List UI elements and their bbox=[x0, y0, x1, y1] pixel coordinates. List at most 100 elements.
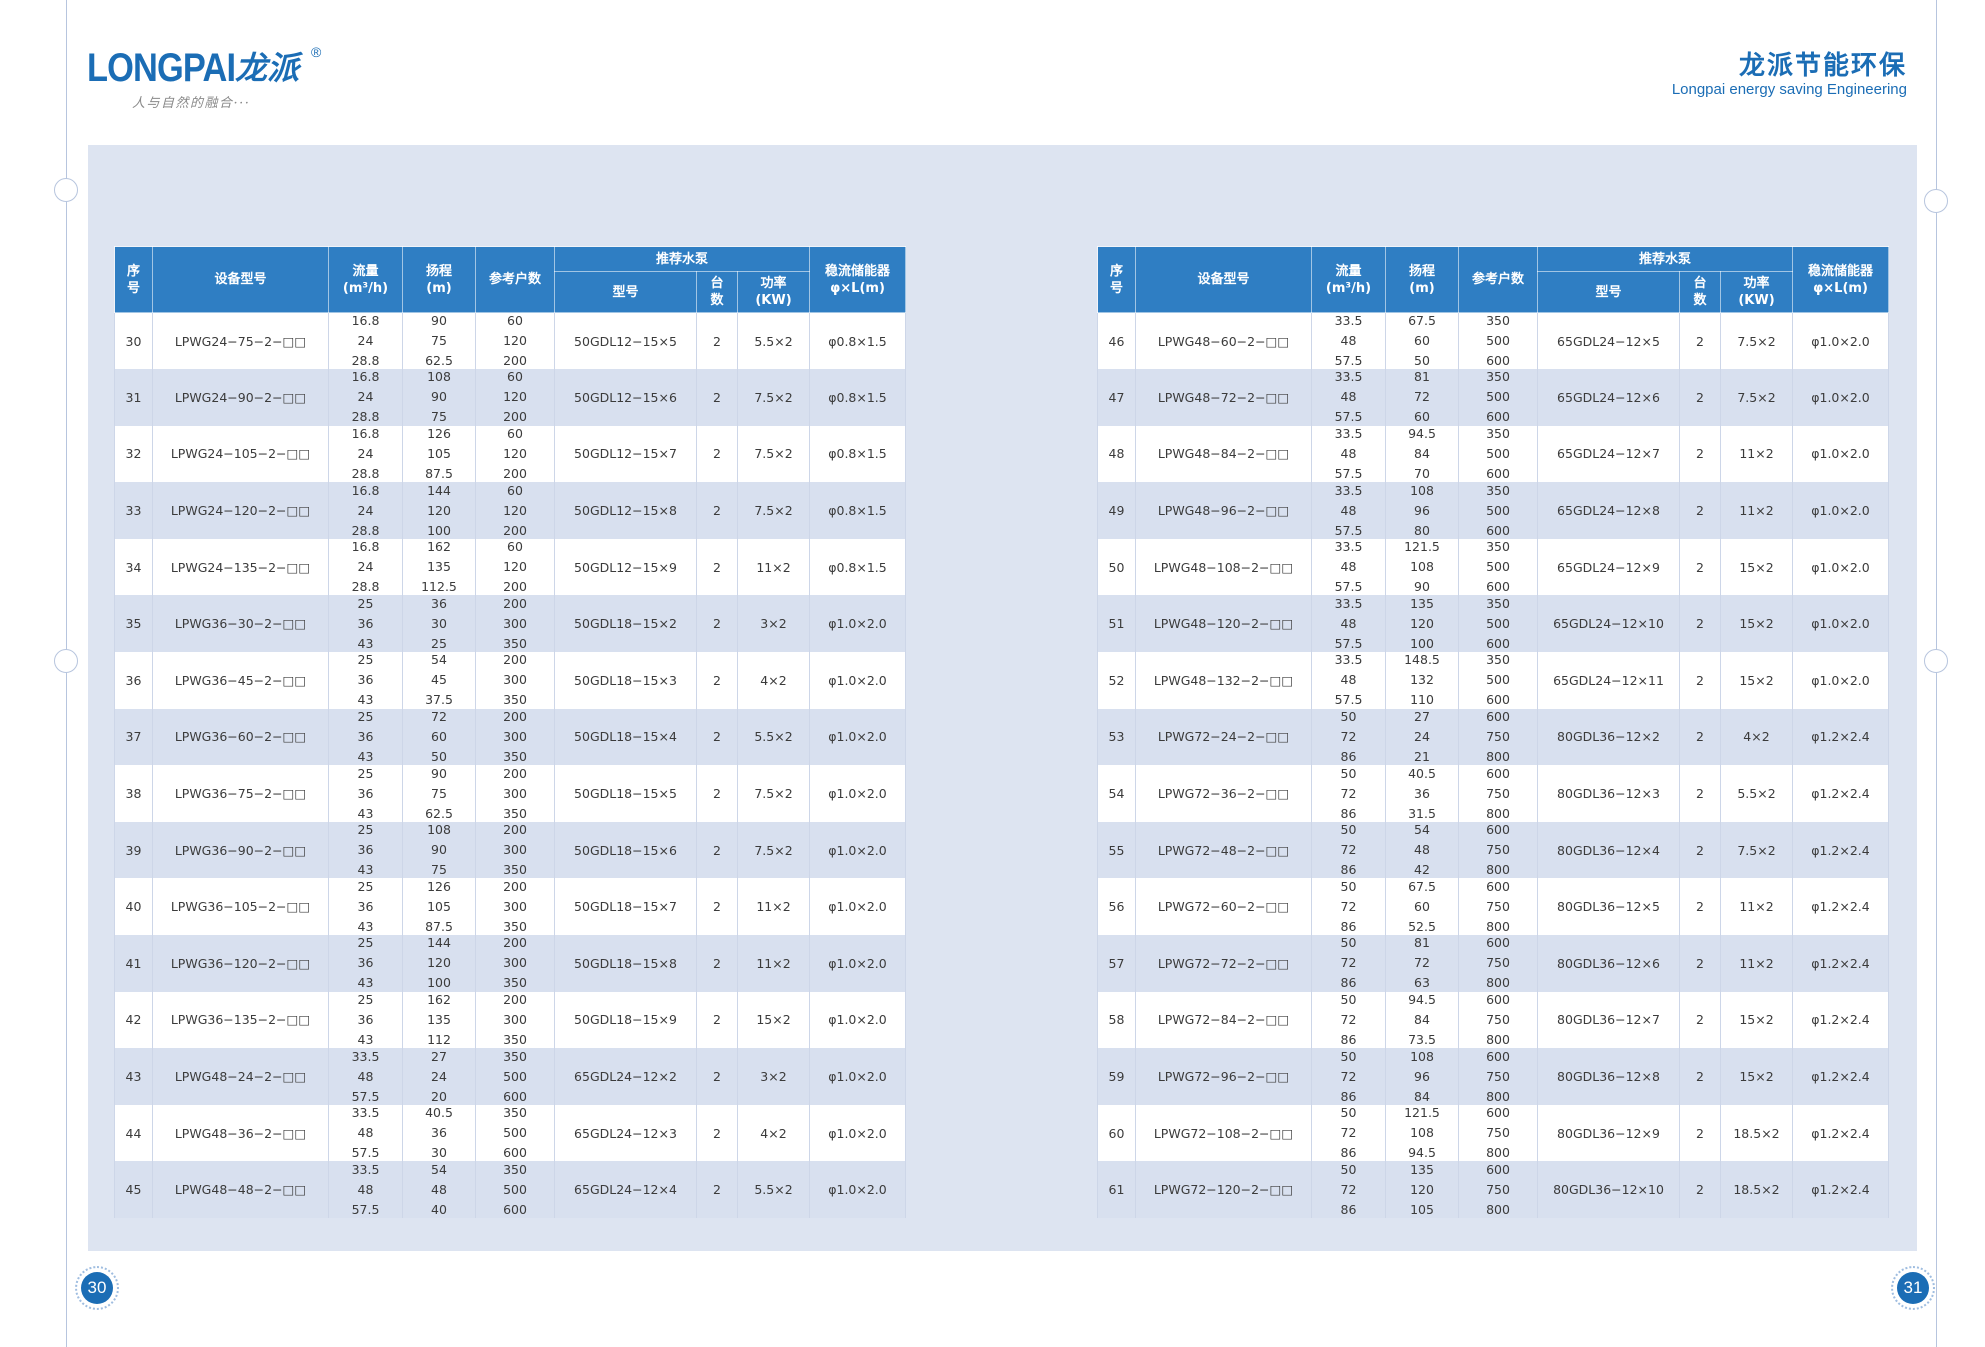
cell-head: 72 60 50 bbox=[402, 708, 476, 766]
cell-pump-model: 50GDL18−15×3 bbox=[554, 652, 697, 709]
cell-value: 350 bbox=[1486, 539, 1510, 555]
cell-value: 24 bbox=[1414, 728, 1430, 744]
cell-value: 500 bbox=[1486, 502, 1510, 518]
cell-pump-count: 2 bbox=[1679, 482, 1721, 539]
cell-power: 5.5×2 bbox=[1720, 765, 1793, 822]
cell-value: 500 bbox=[503, 1068, 527, 1084]
col-header-power: 功率 (KW) bbox=[1720, 271, 1793, 313]
cell-pump-count: 2 bbox=[696, 708, 738, 766]
cell-head: 108 90 75 bbox=[402, 369, 476, 426]
cell-head: 162 135 112.5 bbox=[402, 538, 476, 596]
value-stack: 148.5 132 110 bbox=[1386, 652, 1458, 708]
cell-value: 110 bbox=[1410, 692, 1434, 708]
value-stack: 135 120 105 bbox=[1386, 1162, 1458, 1218]
cell-tank: φ1.0×2.0 bbox=[809, 878, 906, 936]
cell-value: 72 bbox=[1340, 785, 1357, 801]
cell-value: 43 bbox=[357, 692, 374, 708]
cell-tank: φ1.2×2.4 bbox=[1792, 878, 1889, 936]
cell-model: LPWG36−135−2−□□ bbox=[152, 991, 329, 1049]
cell-value: 90 bbox=[1414, 579, 1430, 595]
cell-index: 59 bbox=[1097, 1048, 1136, 1105]
cell-power: 7.5×2 bbox=[737, 369, 810, 426]
cell-value: 350 bbox=[503, 805, 527, 821]
value-stack: 60 120 200 bbox=[476, 426, 554, 482]
value-stack: 54 48 40 bbox=[403, 1162, 475, 1218]
cell-power: 4×2 bbox=[737, 1104, 810, 1162]
cell-value: 120 bbox=[503, 333, 527, 349]
cell-value: 350 bbox=[1486, 595, 1510, 611]
table-row: 33 LPWG24−120−2−□□ 16.8 24 28.8 144 120 100 60 12… bbox=[114, 482, 906, 539]
cell-value: 50 bbox=[1340, 1161, 1357, 1177]
cell-power: 18.5×2 bbox=[1720, 1104, 1793, 1162]
spec-table-left: 序号 设备型号 流量 (m³/h) 扬程 (m) 参考户数 推荐水泵 稳流储能器 φ×… bbox=[114, 246, 906, 1218]
table-row: 34 LPWG24−135−2−□□ 16.8 24 28.8 162 135 112.5 60… bbox=[114, 538, 906, 596]
cell-pump-model: 50GDL18−15×4 bbox=[554, 708, 697, 766]
value-stack: 25 36 43 bbox=[329, 879, 402, 935]
cell-tank: φ1.0×2.0 bbox=[1792, 595, 1889, 653]
cell-value: 60 bbox=[1414, 409, 1430, 425]
cell-pump-model: 80GDL36−12×10 bbox=[1537, 1161, 1680, 1218]
cell-value: 600 bbox=[1486, 635, 1510, 651]
cell-value: 800 bbox=[1486, 975, 1510, 991]
cell-value: 54 bbox=[431, 652, 447, 668]
cell-power: 3×2 bbox=[737, 595, 810, 653]
cell-flow: 16.8 24 28.8 bbox=[328, 312, 403, 370]
cell-pump-count: 2 bbox=[1679, 991, 1721, 1049]
cell-value: 105 bbox=[427, 898, 451, 914]
cell-flow: 33.5 48 57.5 bbox=[1311, 482, 1386, 539]
cell-model: LPWG48−108−2−□□ bbox=[1135, 538, 1312, 596]
table-row: 53 LPWG72−24−2−□□ 50 72 86 27 24 21 600 750 800 80G… bbox=[1097, 708, 1889, 766]
value-stack: 27 24 20 bbox=[403, 1049, 475, 1105]
value-stack: 350 500 600 bbox=[1459, 596, 1537, 652]
cell-flow: 50 72 86 bbox=[1311, 1161, 1386, 1218]
cell-value: 48 bbox=[1340, 615, 1357, 631]
cell-value: 600 bbox=[503, 1201, 527, 1217]
cell-value: 120 bbox=[503, 445, 527, 461]
cell-index: 60 bbox=[1097, 1104, 1136, 1162]
cell-pump-model: 65GDL24−12×4 bbox=[554, 1161, 697, 1218]
value-stack: 350 500 600 bbox=[1459, 369, 1537, 425]
cell-power: 3×2 bbox=[737, 1048, 810, 1105]
cell-value: 48 bbox=[431, 1181, 447, 1197]
cell-value: 600 bbox=[1486, 1161, 1510, 1177]
value-stack: 350 500 600 bbox=[1459, 652, 1537, 708]
cell-value: 108 bbox=[427, 369, 451, 385]
cell-pump-count: 2 bbox=[696, 1104, 738, 1162]
cell-model: LPWG72−96−2−□□ bbox=[1135, 1048, 1312, 1105]
cell-households: 350 500 600 bbox=[475, 1048, 555, 1105]
cell-flow: 50 72 86 bbox=[1311, 821, 1386, 879]
table-row: 37 LPWG36−60−2−□□ 25 36 43 72 60 50 200 300 350 50G… bbox=[114, 708, 906, 766]
table-row: 32 LPWG24−105−2−□□ 16.8 24 28.8 126 105 87.5 60 1… bbox=[114, 425, 906, 483]
cell-index: 39 bbox=[114, 821, 153, 879]
cell-tank: φ1.0×2.0 bbox=[809, 821, 906, 879]
cell-pump-model: 50GDL12−15×5 bbox=[554, 312, 697, 370]
value-stack: 162 135 112 bbox=[403, 992, 475, 1048]
cell-model: LPWG36−45−2−□□ bbox=[152, 652, 329, 709]
cell-flow: 16.8 24 28.8 bbox=[328, 369, 403, 426]
cell-value: 48 bbox=[1340, 333, 1357, 349]
cell-pump-count: 2 bbox=[1679, 821, 1721, 879]
cell-value: 750 bbox=[1486, 955, 1510, 971]
cell-value: 86 bbox=[1340, 1088, 1357, 1104]
col-header-pump-count: 台数 bbox=[696, 271, 738, 313]
cell-value: 24 bbox=[431, 1068, 447, 1084]
cell-flow: 33.5 48 57.5 bbox=[328, 1161, 403, 1218]
cell-flow: 33.5 48 57.5 bbox=[328, 1104, 403, 1162]
cell-index: 51 bbox=[1097, 595, 1136, 653]
cell-value: 750 bbox=[1486, 1068, 1510, 1084]
cell-value: 37.5 bbox=[425, 692, 453, 708]
cell-value: 25 bbox=[357, 765, 374, 781]
cell-power: 11×2 bbox=[737, 878, 810, 936]
cell-tank: φ1.2×2.4 bbox=[1792, 821, 1889, 879]
cell-households: 600 750 800 bbox=[1458, 1104, 1538, 1162]
cell-pump-model: 50GDL12−15×7 bbox=[554, 425, 697, 483]
cell-value: 57.5 bbox=[1334, 353, 1363, 369]
cell-value: 72 bbox=[1340, 1068, 1357, 1084]
value-stack: 25 36 43 bbox=[329, 822, 402, 878]
company-name-en: Longpai energy saving Engineering bbox=[1671, 81, 1907, 98]
header-label: 设备型号 bbox=[1197, 272, 1250, 287]
cell-value: 24 bbox=[357, 333, 374, 349]
table-row: 61 LPWG72−120−2−□□ 50 72 86 135 120 105 600 750 80… bbox=[1097, 1161, 1889, 1218]
cell-value: 25 bbox=[431, 635, 447, 651]
cell-value: 50 bbox=[1340, 935, 1357, 951]
